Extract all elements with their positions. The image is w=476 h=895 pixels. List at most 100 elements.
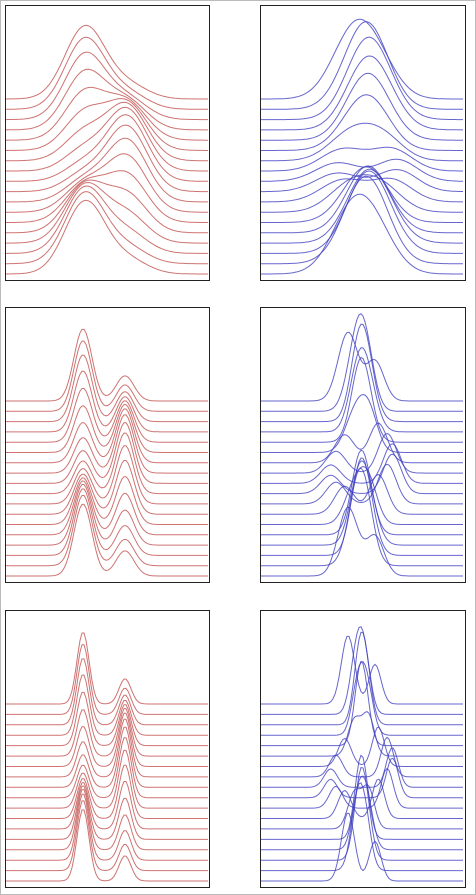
ridge-curve	[261, 94, 463, 151]
ridge-curve	[261, 460, 463, 546]
ridge-curve	[6, 718, 208, 778]
panel-frame	[260, 610, 466, 888]
ridge-curve	[261, 736, 463, 778]
ridge-curve	[6, 340, 208, 412]
ridge-curve	[261, 21, 463, 110]
ridge-curve	[6, 503, 208, 577]
ridge-curve	[6, 484, 208, 546]
ridge-curve	[6, 800, 208, 872]
ridge-curve	[6, 749, 208, 809]
ridge-curve	[261, 449, 463, 536]
ridge-curve	[6, 422, 208, 484]
ridge-curve	[6, 785, 208, 840]
ridge-curve	[6, 708, 208, 757]
ridge-curve	[261, 331, 463, 402]
ridge-curve	[261, 432, 463, 474]
ridge-curve	[261, 55, 463, 131]
ridge-curve	[6, 191, 208, 265]
panel-frame	[5, 610, 210, 888]
ridge-curve	[261, 506, 463, 577]
ridge-curve	[6, 632, 208, 705]
ridge-curve	[6, 179, 208, 234]
ridge-curve	[261, 747, 463, 788]
ridge-curve	[5, 68, 208, 131]
ridge-curve	[6, 432, 208, 495]
panel	[5, 307, 210, 583]
ridge-curve	[5, 98, 208, 151]
ridge-curve	[261, 660, 463, 747]
ridge-curve	[261, 168, 463, 244]
ridge-curve	[261, 457, 463, 556]
ridge-curve	[261, 323, 463, 423]
ridge-curve	[261, 726, 463, 767]
ridge-curve	[261, 356, 463, 443]
panel-frame	[260, 307, 466, 583]
ridge-curve	[261, 463, 463, 505]
ridge-curve	[6, 153, 208, 213]
panel	[260, 610, 466, 888]
ridge-curve	[261, 193, 463, 275]
panel	[5, 610, 210, 888]
ridge-curve	[261, 767, 463, 861]
ridge-curve	[6, 476, 208, 525]
ridge-curve	[261, 466, 463, 525]
ridge-curve	[6, 644, 208, 715]
ridge-curve	[261, 635, 463, 705]
ridge-curve	[261, 313, 463, 412]
ridge-curve	[261, 778, 463, 819]
ridge-curve	[6, 764, 208, 819]
ridge-curve	[261, 422, 463, 464]
panel-frame	[260, 5, 466, 281]
ridge-curve	[6, 445, 208, 505]
ridge-curve	[261, 443, 463, 484]
panel	[260, 307, 466, 583]
ridge-curve	[261, 474, 463, 515]
ridge-curve	[5, 101, 208, 162]
ridge-curve	[6, 106, 208, 172]
ridge-curve	[6, 124, 208, 193]
ridge-curve	[6, 414, 208, 474]
ridge-curve	[5, 51, 208, 121]
ridge-curve	[261, 175, 463, 265]
ridge-curve	[6, 24, 208, 100]
ridge-curve	[261, 812, 463, 882]
ridge-curve	[5, 86, 208, 141]
ridge-curve	[261, 169, 463, 193]
ridge-curve	[261, 393, 463, 453]
ridge-curve	[6, 674, 208, 736]
ridge-curve	[261, 72, 463, 141]
ridge-curve	[261, 453, 463, 495]
ridge-curve	[6, 726, 208, 788]
ridge-curve	[261, 347, 463, 433]
ridge-curve	[6, 809, 208, 882]
ridge-curve	[6, 480, 208, 536]
ridge-curve	[261, 775, 463, 851]
ridge-curve	[6, 404, 208, 453]
ridge-curve	[6, 781, 208, 830]
ridge-curve	[6, 408, 208, 464]
ridge-curve	[261, 626, 463, 715]
ridge-curve	[261, 782, 463, 872]
ridge-curve	[6, 712, 208, 767]
panel	[260, 5, 466, 281]
ridge-curve	[261, 711, 463, 757]
ridge-curve	[261, 165, 463, 234]
ridge-curve	[261, 18, 463, 100]
ridge-curve	[6, 460, 208, 515]
ridge-curve	[6, 199, 208, 275]
panel-frame	[5, 5, 210, 281]
ridge-curve	[261, 122, 463, 162]
ridge-curve	[6, 185, 208, 254]
ridge-curve	[6, 354, 208, 423]
ridge-curve	[6, 36, 208, 110]
ridge-curve	[261, 467, 463, 567]
ridge-curve	[6, 388, 208, 443]
ridge-curve	[6, 170, 208, 223]
ridge-curve	[6, 114, 208, 182]
ridge-curve	[261, 166, 463, 223]
ridge-curve	[6, 737, 208, 799]
ridge-curve	[6, 328, 208, 402]
panel-frame	[5, 307, 210, 583]
ridge-curve	[261, 146, 463, 172]
